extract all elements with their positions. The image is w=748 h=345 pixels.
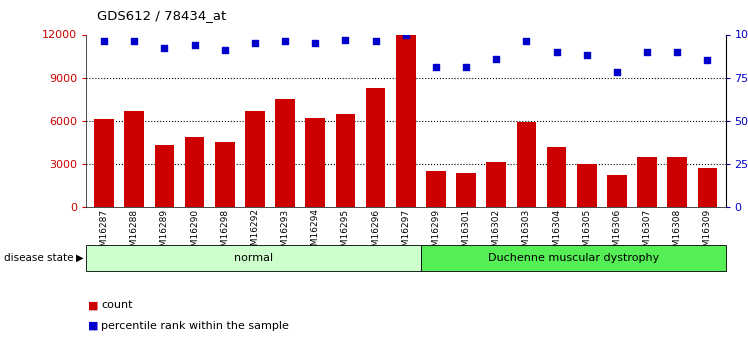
Bar xyxy=(124,111,144,207)
Bar xyxy=(275,99,295,207)
Point xyxy=(460,65,472,70)
Point xyxy=(702,58,714,63)
Point xyxy=(340,37,352,42)
Bar xyxy=(366,88,385,207)
Point xyxy=(249,40,261,46)
Bar xyxy=(215,142,235,207)
Bar xyxy=(336,114,355,207)
Point xyxy=(641,49,653,55)
Point xyxy=(611,70,623,75)
Point xyxy=(490,56,502,61)
Point xyxy=(310,40,322,46)
Point xyxy=(159,46,171,51)
Bar xyxy=(396,34,416,207)
Bar xyxy=(517,122,536,207)
Point xyxy=(551,49,562,55)
Bar xyxy=(667,157,687,207)
Bar xyxy=(698,168,717,207)
Point xyxy=(188,42,200,48)
Point xyxy=(430,65,442,70)
Text: GDS612 / 78434_at: GDS612 / 78434_at xyxy=(97,9,227,22)
Bar xyxy=(245,111,265,207)
Bar xyxy=(577,164,597,207)
Point xyxy=(98,39,110,44)
Point xyxy=(399,32,411,37)
Bar xyxy=(607,175,627,207)
Bar xyxy=(305,118,325,207)
Point xyxy=(129,39,141,44)
Text: normal: normal xyxy=(234,253,273,263)
Point xyxy=(279,39,291,44)
Text: ■: ■ xyxy=(88,300,99,310)
Text: ▶: ▶ xyxy=(76,253,84,263)
Bar xyxy=(155,145,174,207)
Bar xyxy=(637,157,657,207)
Bar xyxy=(456,172,476,207)
Text: Duchenne muscular dystrophy: Duchenne muscular dystrophy xyxy=(488,253,659,263)
Text: percentile rank within the sample: percentile rank within the sample xyxy=(101,321,289,331)
Point xyxy=(521,39,533,44)
Bar xyxy=(94,119,114,207)
Text: disease state: disease state xyxy=(4,253,73,263)
Text: ■: ■ xyxy=(88,321,99,331)
Point xyxy=(370,39,381,44)
Bar xyxy=(185,137,204,207)
Point xyxy=(671,49,683,55)
Bar xyxy=(426,171,446,207)
Bar xyxy=(547,147,566,207)
Point xyxy=(219,47,231,53)
Bar xyxy=(486,162,506,207)
Text: count: count xyxy=(101,300,132,310)
Point xyxy=(580,52,592,58)
